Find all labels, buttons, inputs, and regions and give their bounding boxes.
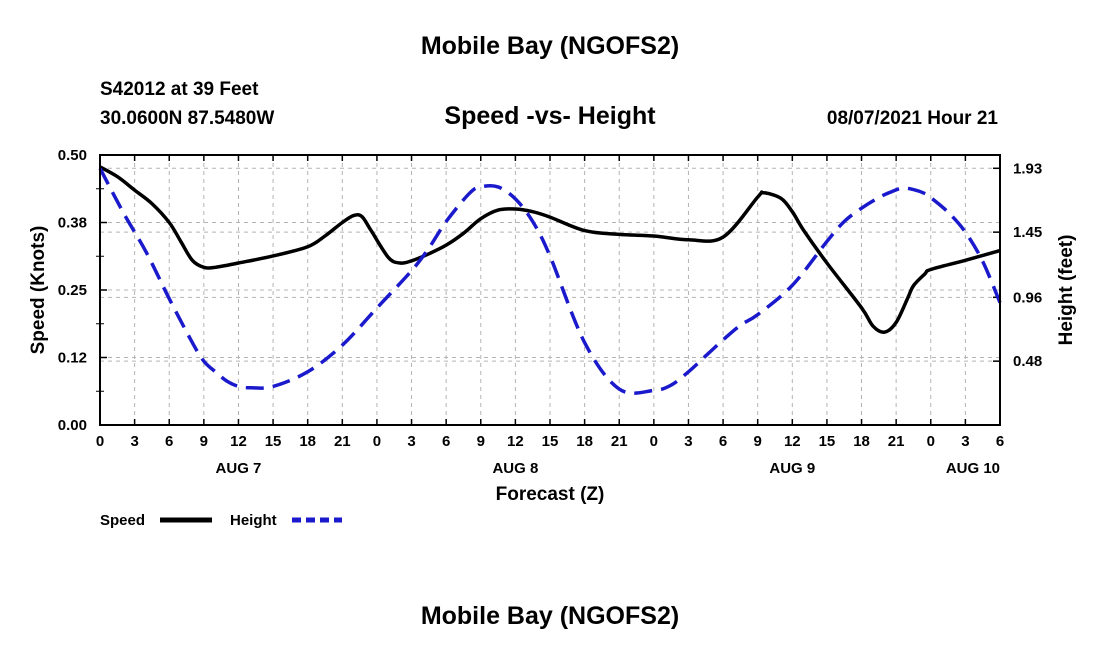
grid-lines xyxy=(100,155,1000,425)
axis-ticks: 0 3 6 9 12 15 18 21 0 3 6 9 12 15 18 21 0 3 6 9 12 15 18 21 0 3 6 A… xyxy=(58,147,1042,477)
date-label: AUG 10 xyxy=(946,460,1000,477)
date-label: AUG 7 xyxy=(216,460,262,477)
plot-frame xyxy=(99,154,1001,426)
x-tick-label: 3 xyxy=(961,433,969,450)
legend: Speed Height xyxy=(100,512,342,529)
y-tick-label: 0.50 xyxy=(58,147,87,164)
x-tick-label: 0 xyxy=(650,433,658,450)
legend-speed-label: Speed xyxy=(100,512,145,529)
chart-title: Speed -vs- Height xyxy=(444,102,656,130)
x-tick-label: 3 xyxy=(130,433,138,450)
y2-axis-title: Height (feet) xyxy=(1056,235,1077,346)
x-tick-label: 18 xyxy=(299,433,316,450)
y2-tick-label: 1.45 xyxy=(1013,224,1042,241)
date-label: AUG 9 xyxy=(769,460,815,477)
x-tick-label: 15 xyxy=(542,433,559,450)
x-tick-label: 3 xyxy=(684,433,692,450)
footer-title: Mobile Bay (NGOFS2) xyxy=(421,602,679,630)
series-line-height xyxy=(98,167,1002,395)
x-tick-label: 18 xyxy=(576,433,593,450)
y2-tick-label: 0.48 xyxy=(1013,353,1042,370)
x-tick-label: 6 xyxy=(996,433,1004,450)
x-tick-label: 6 xyxy=(442,433,450,450)
y-tick-label: 0.25 xyxy=(58,282,87,299)
y-tick-label: 0.38 xyxy=(58,215,87,232)
y-axis-title: Speed (Knots) xyxy=(28,226,49,355)
y-tick-label: 0.12 xyxy=(58,350,87,367)
x-tick-label: 6 xyxy=(165,433,173,450)
x-tick-label: 15 xyxy=(819,433,836,450)
series-line-speed xyxy=(99,165,1001,334)
x-tick-label: 12 xyxy=(230,433,247,450)
datetime-label: 08/07/2021 Hour 21 xyxy=(827,108,999,129)
x-tick-label: 15 xyxy=(265,433,282,450)
y2-tick-label: 0.96 xyxy=(1013,289,1042,306)
station-label: S42012 at 39 Feet xyxy=(100,79,259,100)
data-series xyxy=(98,165,1002,395)
x-tick-label: 21 xyxy=(888,433,905,450)
date-label: AUG 8 xyxy=(492,460,538,477)
x-tick-label: 3 xyxy=(407,433,415,450)
x-tick-label: 12 xyxy=(507,433,524,450)
y2-tick-label: 1.93 xyxy=(1013,160,1042,177)
legend-height-label: Height xyxy=(230,512,277,529)
x-tick-label: 0 xyxy=(373,433,381,450)
x-tick-label: 21 xyxy=(611,433,628,450)
coords-label: 30.0600N 87.5480W xyxy=(100,108,274,129)
x-tick-label: 9 xyxy=(200,433,208,450)
page-title: Mobile Bay (NGOFS2) xyxy=(421,32,679,60)
x-tick-label: 9 xyxy=(477,433,485,450)
y-tick-label: 0.00 xyxy=(58,417,87,434)
x-tick-label: 0 xyxy=(96,433,104,450)
x-tick-label: 6 xyxy=(719,433,727,450)
x-tick-label: 9 xyxy=(754,433,762,450)
x-tick-label: 12 xyxy=(784,433,801,450)
x-tick-label: 0 xyxy=(927,433,935,450)
x-tick-label: 18 xyxy=(853,433,870,450)
x-axis-title: Forecast (Z) xyxy=(496,484,605,505)
x-tick-label: 21 xyxy=(334,433,351,450)
